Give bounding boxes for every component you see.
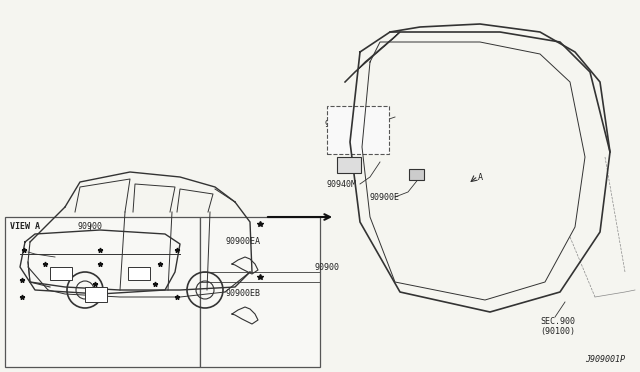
FancyBboxPatch shape (200, 217, 320, 367)
FancyBboxPatch shape (327, 106, 389, 154)
FancyBboxPatch shape (410, 169, 424, 180)
Bar (85, 287, 107, 302)
Text: J909001P: J909001P (585, 355, 625, 364)
FancyBboxPatch shape (337, 157, 361, 173)
FancyBboxPatch shape (5, 217, 200, 367)
Text: A: A (477, 173, 483, 182)
Text: 90900: 90900 (325, 119, 350, 128)
Text: SEC.900
(90100): SEC.900 (90100) (540, 317, 575, 336)
Bar (50, 267, 72, 280)
Text: 90900E: 90900E (370, 192, 400, 202)
Text: 90900: 90900 (77, 222, 102, 231)
Text: 90900EA: 90900EA (225, 237, 260, 246)
Text: VIEW A: VIEW A (10, 222, 40, 231)
Text: 90900EB: 90900EB (225, 289, 260, 298)
Text: 90940M: 90940M (327, 180, 357, 189)
Bar (128, 267, 150, 280)
Text: 90900: 90900 (315, 263, 340, 272)
